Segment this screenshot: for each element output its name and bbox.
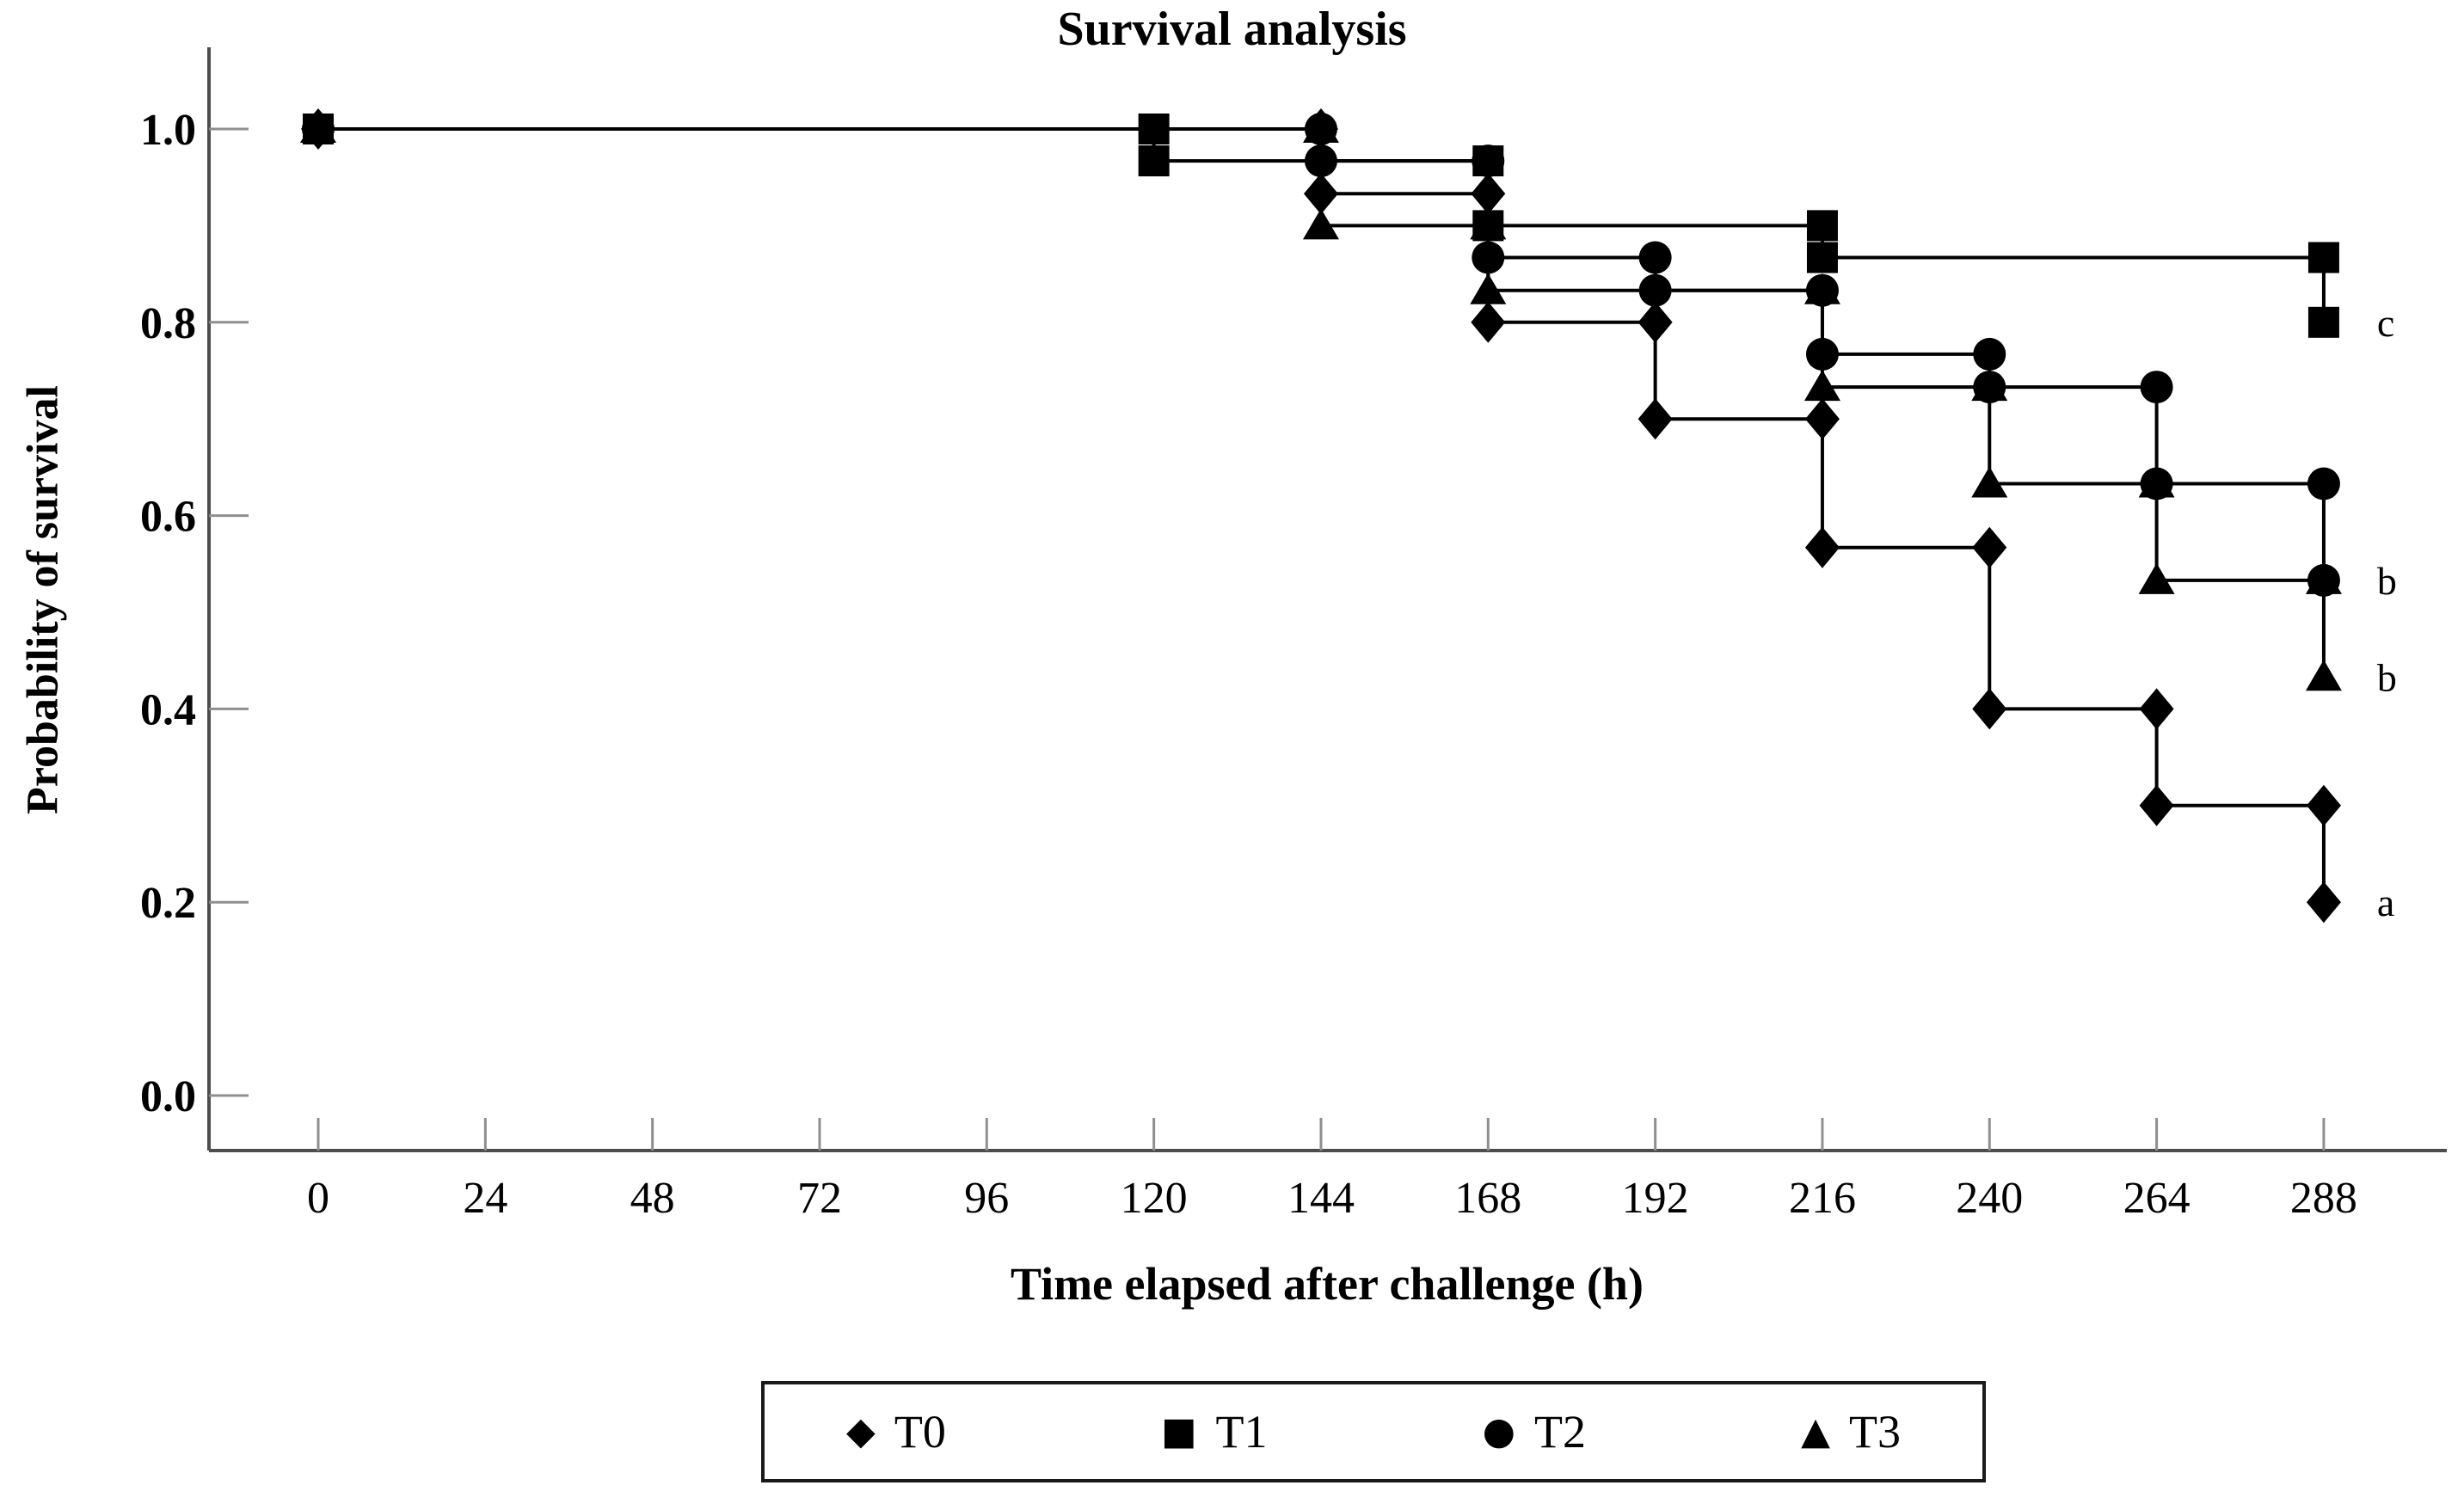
diamond-marker xyxy=(2306,881,2341,924)
triangle-marker xyxy=(1971,466,2008,498)
circle-marker xyxy=(2307,467,2340,500)
square-marker xyxy=(1138,114,1170,144)
chart-title: Survival analysis xyxy=(1057,3,1407,56)
legend-item-t3: ▲ T3 xyxy=(1801,1409,1901,1455)
circle-marker xyxy=(1973,371,2006,404)
y-tick-label: 0.0 xyxy=(140,1072,196,1121)
square-marker xyxy=(1806,242,1838,273)
diamond-marker xyxy=(2306,784,2341,826)
diamond-marker xyxy=(2139,784,2174,826)
y-tick-label: 0.8 xyxy=(140,299,196,348)
triangle-icon: ▲ xyxy=(1801,1409,1830,1453)
circle-marker xyxy=(2140,467,2173,500)
series-T0: a xyxy=(301,108,2394,924)
legend-label-t0: T0 xyxy=(894,1406,946,1458)
triangle-marker xyxy=(2138,562,2175,594)
legend-item-t0: ◆ T0 xyxy=(846,1409,946,1455)
circle-marker xyxy=(1304,113,1337,145)
circle-marker xyxy=(1805,337,1839,371)
triangle-marker xyxy=(1470,273,1507,304)
square-marker xyxy=(2307,242,2339,273)
y-tick-label: 0.2 xyxy=(140,879,196,928)
x-tick-label: 48 xyxy=(630,1174,675,1223)
triangle-marker xyxy=(2305,660,2342,691)
diamond-marker xyxy=(1638,301,1673,343)
series-T0-line xyxy=(318,127,2326,903)
circle-marker xyxy=(1638,241,1672,274)
diamond-marker xyxy=(1804,526,1840,568)
x-tick-label: 168 xyxy=(1454,1174,1521,1223)
square-marker xyxy=(1472,145,1504,177)
x-tick-label: 0 xyxy=(307,1174,329,1223)
diamond-marker xyxy=(1972,688,2007,730)
diamond-marker xyxy=(1972,526,2007,568)
series-T3-end-label: b xyxy=(2377,655,2397,699)
diamond-marker xyxy=(2139,688,2174,730)
square-marker xyxy=(1806,210,1838,242)
series-T1: c xyxy=(303,114,2394,345)
circle-marker xyxy=(1973,337,2006,371)
series-T3: b xyxy=(300,112,2397,699)
diamond-marker xyxy=(1471,301,1506,343)
square-marker xyxy=(303,114,334,144)
legend-label-t3: T3 xyxy=(1849,1406,1901,1458)
x-tick-label: 96 xyxy=(964,1174,1009,1223)
legend-item-t2: ● T2 xyxy=(1483,1409,1586,1455)
x-tick-label: 192 xyxy=(1622,1174,1689,1223)
legend: ◆ T0 ■ T1 ● T2 ▲ T3 xyxy=(761,1381,1986,1482)
circle-icon: ● xyxy=(1482,1409,1516,1453)
circle-marker xyxy=(1805,273,1839,307)
x-tick-label: 120 xyxy=(1121,1174,1188,1223)
triangle-marker xyxy=(1302,208,1339,240)
x-axis-title: Time elapsed after challenge (h) xyxy=(1011,1258,1644,1310)
triangle-marker xyxy=(1803,370,1840,402)
x-tick-label: 240 xyxy=(1956,1174,2023,1223)
y-tick-label: 1.0 xyxy=(140,106,196,155)
legend-label-t2: T2 xyxy=(1534,1406,1587,1458)
x-tick-label: 144 xyxy=(1287,1174,1355,1223)
series-T2: b xyxy=(302,113,2397,603)
y-tick-label: 0.6 xyxy=(140,493,196,542)
square-marker xyxy=(1138,145,1170,177)
x-tick-label: 288 xyxy=(2290,1174,2357,1223)
series-T0-end-label: a xyxy=(2377,881,2394,924)
square-marker xyxy=(2307,306,2339,338)
circle-marker xyxy=(1472,241,1505,274)
y-tick-label: 0.4 xyxy=(140,685,196,734)
x-tick-label: 216 xyxy=(1789,1174,1856,1223)
legend-item-t1: ■ T1 xyxy=(1161,1409,1268,1455)
circle-marker xyxy=(2307,563,2340,597)
diamond-marker xyxy=(1638,398,1673,440)
series-T2-end-label: b xyxy=(2377,559,2397,603)
series-T1-end-label: c xyxy=(2377,301,2394,345)
square-icon: ■ xyxy=(1160,1409,1197,1453)
diamond-marker xyxy=(1804,398,1840,440)
x-tick-label: 264 xyxy=(2123,1174,2191,1223)
square-marker xyxy=(1472,210,1504,242)
diamond-icon: ◆ xyxy=(846,1409,876,1453)
x-tick-label: 72 xyxy=(797,1174,842,1223)
legend-label-t1: T1 xyxy=(1215,1406,1268,1458)
x-tick-label: 24 xyxy=(463,1174,507,1223)
circle-marker xyxy=(1638,273,1672,307)
circle-marker xyxy=(2140,371,2173,404)
